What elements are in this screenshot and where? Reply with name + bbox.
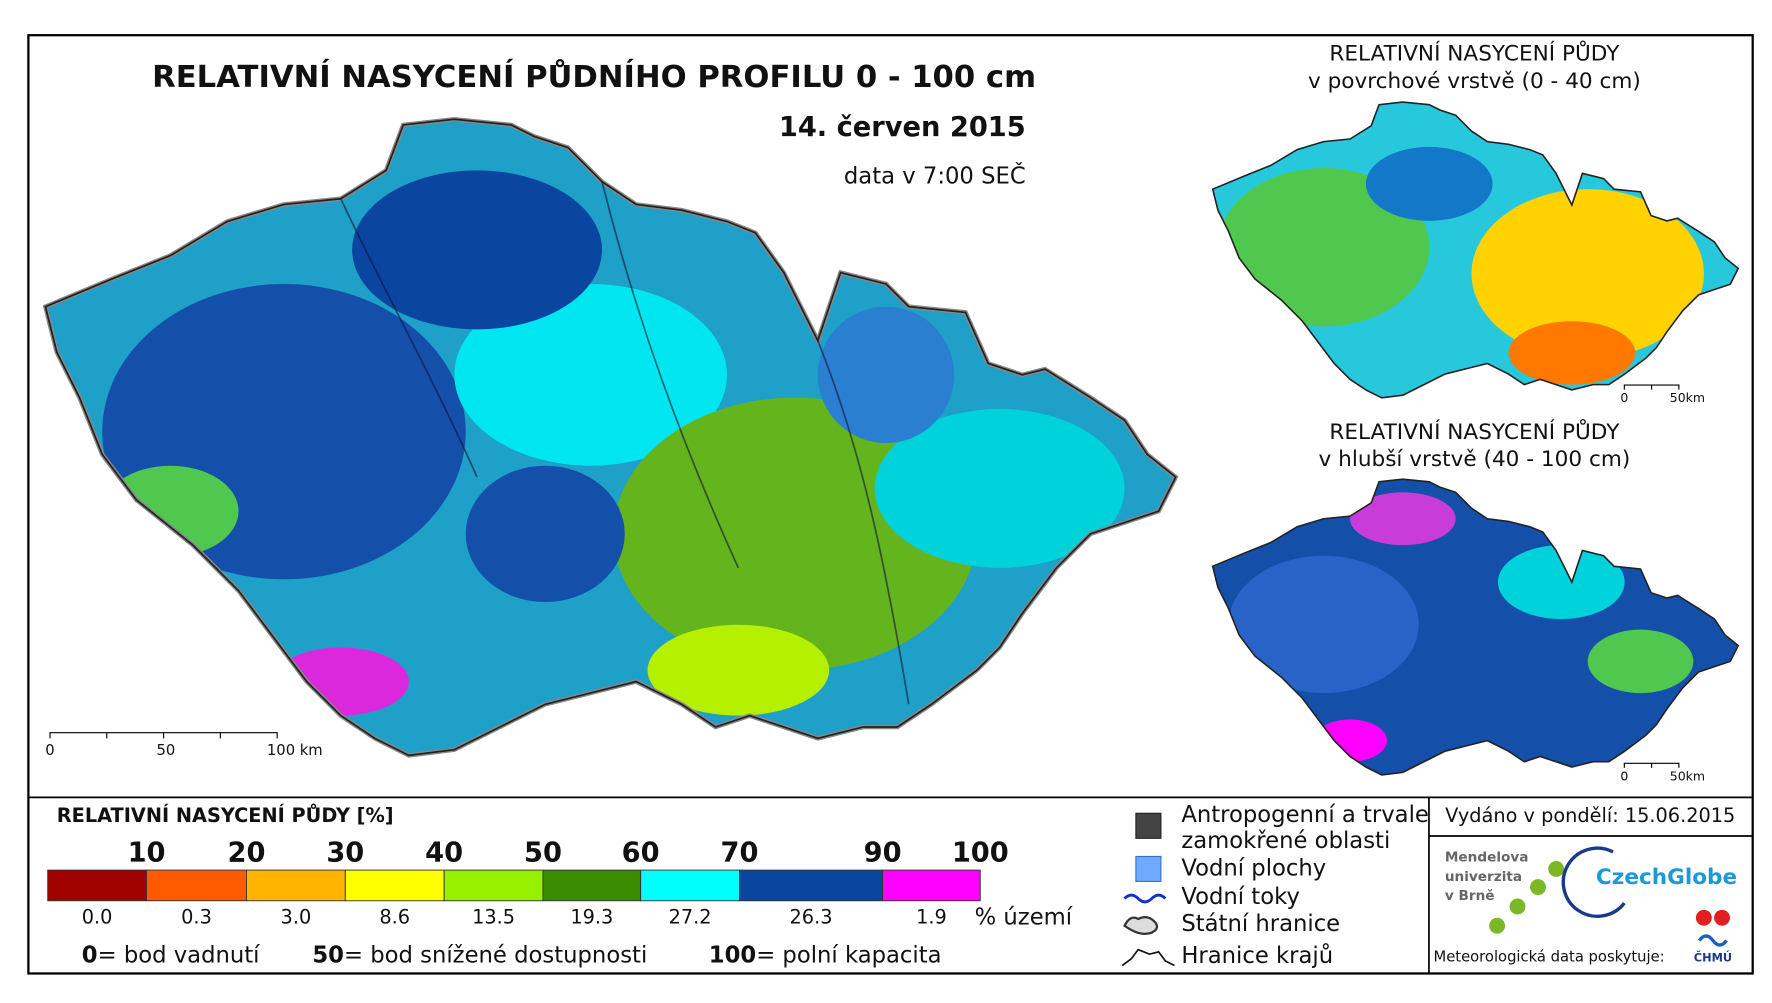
legend-share: 0.0: [82, 905, 113, 928]
legend-swatch: [47, 869, 147, 902]
legend-bound: 10: [128, 838, 166, 869]
legend-title: RELATIVNÍ NASYCENÍ PŮDY [%]: [57, 803, 394, 827]
definition-value: 50: [312, 942, 344, 968]
legend-share: 26.3: [790, 905, 833, 928]
definition-text: = bod snížené dostupnosti: [344, 942, 647, 968]
legend-swatch: [640, 869, 740, 902]
legend-swatch: [739, 869, 884, 902]
legend-bound: 50: [524, 838, 562, 869]
legend-share: 1.9: [916, 905, 947, 928]
symbol-region: [1121, 948, 1175, 967]
provider-logo: [1714, 909, 1730, 926]
university: v Brně: [1445, 888, 1495, 904]
legend-share: 8.6: [379, 905, 410, 928]
scale-label: 50: [156, 742, 175, 759]
issued: Vydáno v pondělí: 15.06.2015: [1445, 804, 1735, 827]
legend-swatch: [542, 869, 642, 902]
legend-swatch: [882, 869, 981, 902]
legend-share: 3.0: [281, 905, 312, 928]
legend-share: 27.2: [669, 905, 712, 928]
symbol-anthropogenic: [1135, 812, 1162, 839]
legend-swatch: [443, 869, 544, 902]
legend-bound: 60: [622, 838, 660, 869]
legend-bound: 20: [228, 838, 266, 869]
scale-label: 100 km: [267, 742, 323, 759]
university: Mendelova: [1445, 850, 1529, 866]
legend-swatch: [146, 869, 247, 902]
symbol-label: Antropogenní a trvale: [1181, 802, 1429, 828]
symbol-label: Hranice krajů: [1181, 942, 1333, 969]
symbol-label: Vodní plochy: [1181, 855, 1326, 881]
legend-swatch: [246, 869, 346, 902]
provider-logo: [1697, 934, 1728, 947]
scale-label: 0: [1620, 768, 1628, 783]
symbol-border: [1123, 915, 1159, 935]
definition-text: = bod vadnutí: [98, 942, 261, 968]
map-time: data v 7:00 SEČ: [844, 162, 1026, 190]
scale-bar: [49, 732, 278, 739]
legend-share: 13.5: [472, 905, 515, 928]
scale-bar: [1623, 762, 1680, 768]
institute-logo: [1561, 846, 1626, 918]
main-map: [34, 114, 1181, 761]
legend-share: 19.3: [570, 905, 613, 928]
scale-label: 0: [1620, 390, 1628, 405]
provider-logo-text: ČHMÚ: [1694, 951, 1732, 965]
definition-value: 100: [709, 942, 756, 968]
map-date: 14. červen 2015: [779, 112, 1026, 143]
university: univerzita: [1445, 869, 1522, 885]
symbol-label: Vodní toky: [1181, 884, 1300, 910]
inset-title: RELATIVNÍ NASYCENÍ PŮDY: [1329, 40, 1620, 67]
legend-unit: % území: [975, 904, 1073, 930]
legend-bound: 30: [326, 838, 364, 869]
inset-title: v hlubší vrstvě (40 - 100 cm): [1319, 447, 1631, 472]
provider: Meteorologická data poskytuje:: [1434, 949, 1665, 966]
institute: CzechGlobe: [1596, 865, 1737, 890]
inset-title: RELATIVNÍ NASYCENÍ PŮDY: [1329, 418, 1620, 445]
legend-bound: 100: [952, 838, 1009, 869]
map-title: RELATIVNÍ NASYCENÍ PŮDNÍHO PROFILU 0 - 1…: [152, 58, 1036, 95]
symbol-water: [1135, 855, 1162, 883]
scale-bar: [1623, 384, 1680, 390]
definition-text: = polní kapacita: [756, 942, 941, 968]
scale-label: 50km: [1670, 390, 1705, 405]
provider-logo: [1695, 909, 1712, 926]
university-logo: [1489, 861, 1565, 934]
legend-bound: 40: [425, 838, 463, 869]
scale-label: 50km: [1670, 768, 1705, 783]
definitions: 0= bod vadnutí 50= bod snížené dostupnos…: [82, 942, 942, 968]
scale-label: 0: [45, 742, 54, 759]
legend-bound: 70: [721, 838, 759, 869]
symbol-label: Státní hranice: [1181, 911, 1340, 937]
definition-value: 0: [82, 942, 98, 968]
legend-share: 0.3: [181, 905, 212, 928]
inset-title: v povrchové vrstvě (0 - 40 cm): [1308, 69, 1641, 94]
legend-bar: 10 0.0 20 0.3 30 3.0 40 8.6 50 13.5 60 19.3 70 27.2 90…: [47, 838, 1009, 928]
symbol-river: [1123, 893, 1167, 904]
legend-swatch: [344, 869, 445, 902]
legend-bound: 90: [864, 838, 902, 869]
symbol-label: zamokřené oblasti: [1181, 828, 1390, 854]
